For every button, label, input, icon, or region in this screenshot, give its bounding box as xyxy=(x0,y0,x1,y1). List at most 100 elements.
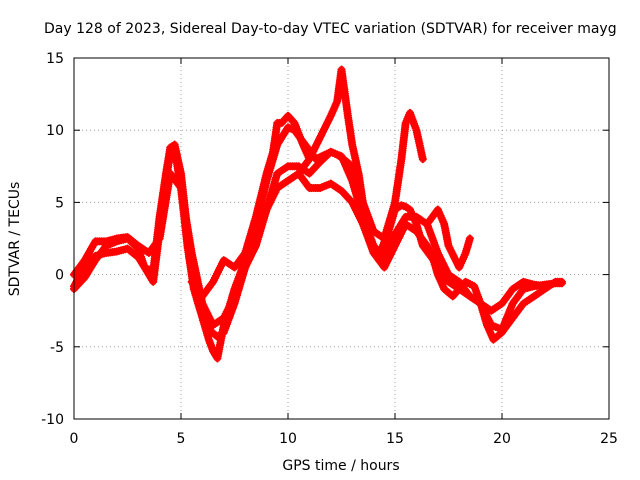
y-axis-label: SDTVAR / TECUs xyxy=(7,182,23,297)
data-point xyxy=(126,247,129,250)
data-point xyxy=(169,172,172,175)
data-point xyxy=(451,295,454,298)
data-point xyxy=(522,280,525,283)
chart-title: Day 128 of 2023, Sidereal Day-to-day VTE… xyxy=(44,21,617,37)
data-point xyxy=(318,160,322,164)
data-point xyxy=(543,285,546,288)
x-tick-label: 10 xyxy=(279,431,297,447)
series-markers xyxy=(69,169,549,330)
data-point xyxy=(254,237,258,240)
data-point xyxy=(436,266,439,269)
data-point xyxy=(479,302,482,305)
data-point xyxy=(372,251,375,255)
data-point xyxy=(254,215,258,218)
data-point xyxy=(532,295,536,298)
data-point xyxy=(408,111,412,115)
series-track-6 xyxy=(423,205,474,272)
data-point xyxy=(490,309,493,312)
data-point xyxy=(554,282,557,285)
data-point xyxy=(265,172,268,175)
y-tick-label: 10 xyxy=(46,123,64,139)
data-point xyxy=(404,205,407,208)
data-point xyxy=(351,143,354,146)
data-point xyxy=(280,121,283,125)
data-point xyxy=(336,153,339,156)
data-point xyxy=(400,157,403,161)
data-point xyxy=(216,357,219,360)
series-track-3 xyxy=(69,169,549,330)
data-point xyxy=(393,244,397,247)
x-tick-label: 25 xyxy=(600,431,618,447)
data-point xyxy=(152,280,155,283)
data-point xyxy=(104,251,108,255)
data-point xyxy=(404,215,407,218)
data-point xyxy=(207,328,210,331)
data-point xyxy=(351,201,354,204)
data-point xyxy=(211,323,215,327)
data-point xyxy=(286,114,290,118)
x-tick-label: 5 xyxy=(177,431,186,447)
data-point xyxy=(408,208,412,211)
data-point xyxy=(500,328,504,331)
data-point xyxy=(179,172,183,175)
data-point xyxy=(415,230,418,233)
data-point xyxy=(421,157,424,161)
data-point xyxy=(511,302,514,305)
data-point xyxy=(293,121,296,125)
data-point xyxy=(340,189,343,192)
data-point xyxy=(458,287,461,291)
data-point xyxy=(340,68,343,71)
data-point xyxy=(415,215,418,218)
series-band xyxy=(188,112,313,300)
data-point xyxy=(336,100,339,103)
plot-frame xyxy=(73,57,610,420)
data-point xyxy=(329,150,332,154)
data-point xyxy=(271,150,275,154)
data-point xyxy=(222,316,225,320)
data-point xyxy=(464,280,467,283)
data-point xyxy=(468,237,472,240)
data-point xyxy=(297,172,300,175)
tick-labels: 0 5 10 15 20 25 -10 -5 0 5 10 15 xyxy=(41,51,618,447)
data-point xyxy=(393,233,397,236)
data-point xyxy=(308,157,311,161)
data-point xyxy=(400,204,403,207)
data-point xyxy=(104,240,108,243)
data-point xyxy=(126,235,129,239)
y-tick-label: 0 xyxy=(55,268,64,284)
data-point xyxy=(415,222,418,226)
data-point xyxy=(265,208,268,211)
data-point xyxy=(173,143,176,146)
data-point xyxy=(318,136,322,139)
y-tick-label: 15 xyxy=(46,51,64,67)
data-point xyxy=(301,143,305,146)
data-point xyxy=(190,251,193,255)
data-point xyxy=(201,295,204,298)
data-point xyxy=(436,251,439,255)
data-point xyxy=(179,186,183,190)
x-tick-label: 0 xyxy=(70,431,79,447)
data-point xyxy=(464,251,467,255)
data-point xyxy=(511,316,514,320)
y-tick-label: -5 xyxy=(50,340,64,356)
data-point xyxy=(383,266,386,269)
data-point xyxy=(83,276,86,279)
data-point xyxy=(458,280,461,283)
data-point xyxy=(137,244,140,247)
data-point xyxy=(152,270,155,273)
data-point xyxy=(361,222,365,226)
data-point xyxy=(447,244,450,247)
data-point xyxy=(490,323,493,327)
data-point xyxy=(211,349,215,353)
data-point xyxy=(137,256,140,259)
data-point xyxy=(190,280,193,283)
data-point xyxy=(436,208,439,211)
data-point xyxy=(314,157,317,161)
data-point xyxy=(404,222,407,226)
data-point xyxy=(361,201,365,204)
data-point xyxy=(447,280,450,283)
data-point xyxy=(276,121,279,125)
data-point xyxy=(425,222,429,226)
data-point xyxy=(468,295,472,298)
